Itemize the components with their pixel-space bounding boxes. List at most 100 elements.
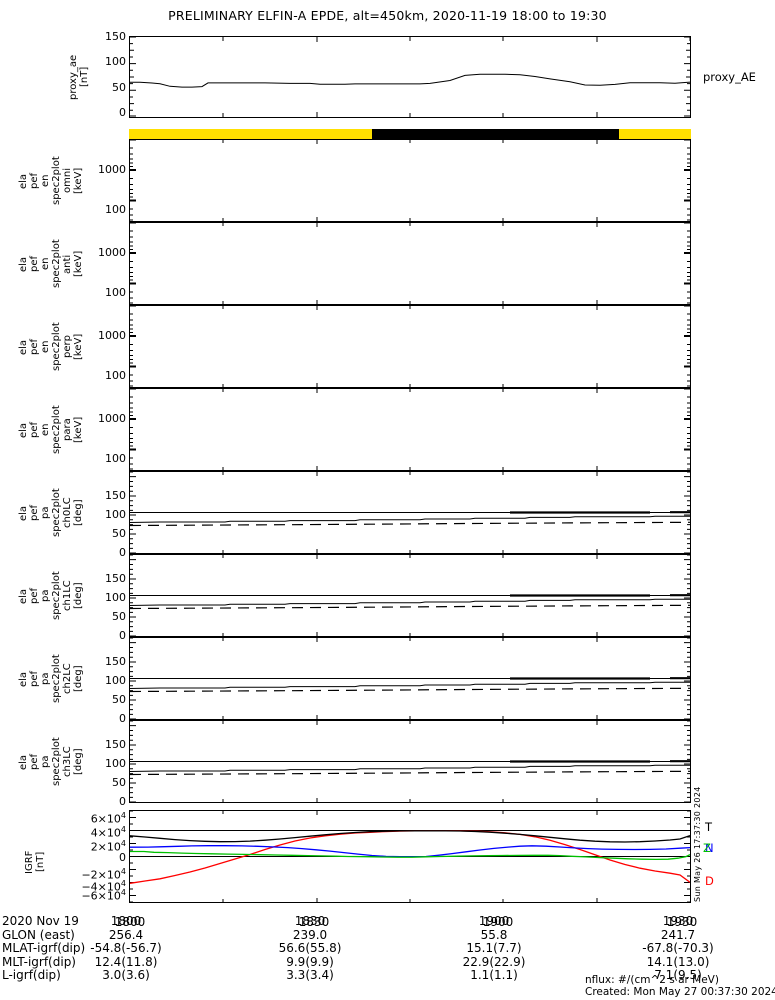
row-label: GLON (east) xyxy=(2,927,75,942)
ytick-proxy-ae: 50 xyxy=(112,81,126,94)
row-value: 1800 xyxy=(110,914,142,928)
ylabel-en-para: ela pef en spec2plot para [keV] xyxy=(18,391,84,469)
ylabel-col: ch0LC xyxy=(62,497,73,529)
panel-en-anti xyxy=(129,222,691,305)
ylabel-col: pef xyxy=(29,670,40,688)
row-value: 55.8 xyxy=(480,927,508,942)
row-value: 1900 xyxy=(478,914,510,928)
ylabel-col: IGRF xyxy=(24,850,35,874)
science-zone-bar xyxy=(129,129,691,139)
panel-en-perp xyxy=(129,305,691,388)
ylabel-igrf: IGRF [nT] xyxy=(24,838,46,886)
ylabel-col: ela xyxy=(18,505,29,521)
ytick-en-anti: 1000 xyxy=(98,246,126,259)
ylabel-col: [keV] xyxy=(73,333,84,361)
ylabel-col: ela xyxy=(18,754,29,770)
ylabel-col: spec2plot xyxy=(51,488,62,538)
ylabel-col: spec2plot xyxy=(51,654,62,704)
ylabel-col: spec2plot xyxy=(51,737,62,787)
ylabel-col: spec2plot xyxy=(51,571,62,621)
table-row: MLAT-igrf(dip) -54.8(-56.7) 56.6(55.8) 1… xyxy=(2,942,773,956)
ylabel-col: en xyxy=(40,257,51,271)
row-value: 241.7 xyxy=(660,927,696,942)
table-row: L-igrf(dip) 3.0(3.6) 3.3(3.4) 1.1(1.1) 7… xyxy=(2,969,773,983)
ytick-en-para: 100 xyxy=(105,452,126,465)
ylabel-col: pa xyxy=(40,506,51,520)
ylabel-pa-ch3lc: ela pef pa spec2plot ch3LC [deg] xyxy=(18,723,84,801)
ytick-pa-ch1lc: 150 xyxy=(105,572,126,585)
ylabel-col: en xyxy=(40,423,51,437)
ytick-igrf: −6×104 xyxy=(81,888,126,903)
footnote-units: nflux: #/(cm^2 s ar MeV) xyxy=(585,974,719,986)
footnote: nflux: #/(cm^2 s ar MeV) Created: Mon Ma… xyxy=(585,974,775,998)
ylabel-col: pa xyxy=(40,755,51,769)
ylabel-col: anti xyxy=(62,254,73,274)
ytick-en-perp: 1000 xyxy=(98,329,126,342)
ylabel-col: [deg] xyxy=(73,665,84,693)
ytick-proxy-ae: 100 xyxy=(105,55,126,68)
table-row: GLON (east) 256.4 239.0 55.8 241.7 xyxy=(2,927,773,943)
en-anti-spectrogram xyxy=(130,223,690,304)
ylabel-col: spec2plot xyxy=(51,405,62,455)
xtick-label: 1830 xyxy=(298,915,330,929)
ytick-igrf: −4×104 xyxy=(81,879,126,894)
ytick-pa-ch3lc: 150 xyxy=(105,738,126,751)
ytick-pa-ch3lc: 0 xyxy=(119,795,126,808)
ytick-en-perp: 100 xyxy=(105,369,126,382)
row-value: 15.1(7.7) xyxy=(466,941,522,956)
row-value: 56.6(55.8) xyxy=(278,941,342,956)
row-value: -54.8(-56.7) xyxy=(90,941,162,956)
ylabel-col: pef xyxy=(29,255,40,273)
ytick-pa-ch2lc: 50 xyxy=(112,693,126,706)
legend-proxy-ae: proxy_AE xyxy=(703,70,756,84)
row-value: 1830 xyxy=(294,914,326,928)
ylabel-col: [deg] xyxy=(73,748,84,776)
ylabel-col: pa xyxy=(40,589,51,603)
ylabel-col: proxy_ae xyxy=(68,54,79,100)
ytick-en-para: 1000 xyxy=(98,412,126,425)
ylabel-col: pef xyxy=(29,587,40,605)
row-value: 14.1(13.0) xyxy=(646,954,710,969)
ylabel-pa-ch2lc: ela pef pa spec2plot ch2LC [deg] xyxy=(18,640,84,718)
ylabel-col: ela xyxy=(18,588,29,604)
pa-ch2lc-plot xyxy=(130,638,690,719)
ylabel-col: spec2plot xyxy=(51,239,62,289)
proxy-ae-plot xyxy=(130,37,690,117)
ylabel-col: ela xyxy=(18,671,29,687)
table-row: 2020 Nov 19 1800 1830 1900 1930 xyxy=(2,914,773,929)
ylabel-col: pef xyxy=(29,504,40,522)
legend-igrf-t: T xyxy=(705,820,713,834)
ylabel-col: [keV] xyxy=(73,416,84,444)
ytick-pa-ch2lc: 150 xyxy=(105,655,126,668)
igrf-plot xyxy=(130,811,690,902)
ylabel-col: ch3LC xyxy=(62,746,73,778)
panel-igrf xyxy=(129,810,691,903)
ylabel-en-anti: ela pef en spec2plot anti [keV] xyxy=(18,225,84,303)
side-timestamp: Sun May 26 17:37:30 2024 xyxy=(693,786,702,902)
bar-segment-black xyxy=(372,129,620,139)
panel-en-omni xyxy=(129,139,691,222)
ytick-pa-ch2lc: 0 xyxy=(119,712,126,725)
ytick-pa-ch2lc: 100 xyxy=(105,674,126,687)
row-value: 1.1(1.1) xyxy=(470,968,518,983)
ylabel-col: pef xyxy=(29,338,40,356)
row-label: 2020 Nov 19 xyxy=(2,914,79,928)
ytick-igrf: 4×104 xyxy=(90,825,126,840)
panel-en-para xyxy=(129,388,691,471)
ylabel-en-perp: ela pef en spec2plot perp [keV] xyxy=(18,308,84,386)
legend-igrf-z: Z xyxy=(703,841,711,855)
row-value: 239.0 xyxy=(292,927,328,942)
ylabel-col: [keV] xyxy=(73,167,84,195)
xtick-label: 1930 xyxy=(666,915,698,929)
ylabel-col: [deg] xyxy=(73,499,84,527)
ylabel-col: ela xyxy=(18,256,29,272)
ylabel-col: ch2LC xyxy=(62,663,73,695)
ylabel-col: spec2plot xyxy=(51,322,62,372)
pa-ch1lc-plot xyxy=(130,555,690,636)
ylabel-col: para xyxy=(62,418,73,442)
ylabel-col: pef xyxy=(29,421,40,439)
row-value: 7.1(9.5) xyxy=(654,968,702,983)
ylabel-col: spec2plot xyxy=(51,156,62,206)
row-value: 9.9(9.9) xyxy=(286,954,334,969)
